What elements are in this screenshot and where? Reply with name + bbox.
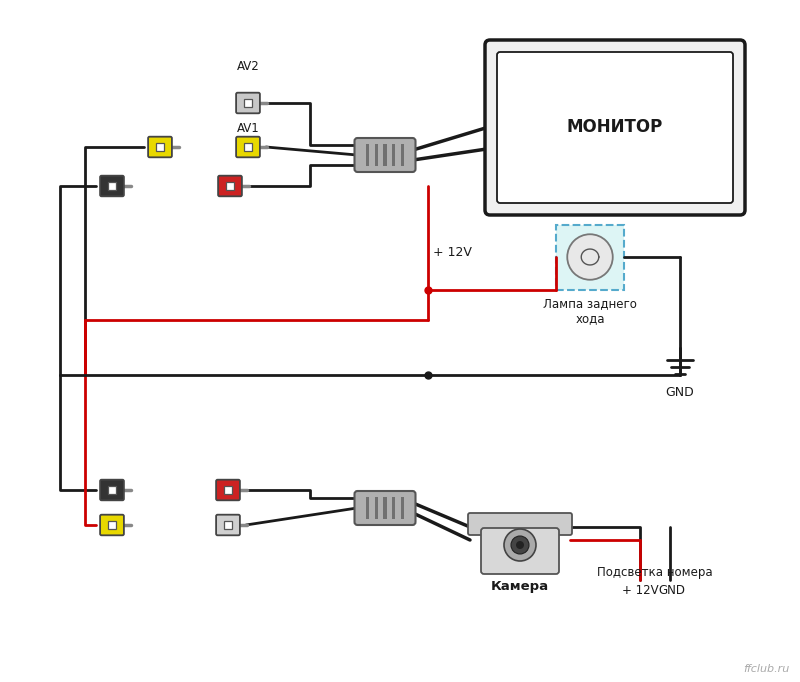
Text: AV2: AV2 — [237, 60, 259, 73]
Text: Подсветка номера: Подсветка номера — [597, 566, 713, 579]
FancyBboxPatch shape — [481, 528, 559, 574]
Bar — [109, 182, 116, 190]
FancyBboxPatch shape — [497, 52, 733, 203]
Text: + 12V: + 12V — [433, 246, 472, 259]
FancyBboxPatch shape — [100, 515, 124, 535]
Bar — [374, 145, 378, 166]
Circle shape — [516, 541, 524, 549]
Bar — [109, 522, 116, 529]
FancyBboxPatch shape — [216, 515, 240, 535]
Bar — [224, 486, 232, 494]
Bar — [374, 497, 378, 518]
Text: GND: GND — [658, 584, 686, 597]
FancyBboxPatch shape — [354, 138, 415, 172]
Circle shape — [511, 536, 529, 554]
Bar — [109, 486, 116, 494]
FancyBboxPatch shape — [236, 93, 260, 113]
FancyBboxPatch shape — [100, 479, 124, 501]
Text: Камера: Камера — [491, 580, 549, 593]
FancyBboxPatch shape — [148, 136, 172, 158]
Bar — [383, 497, 386, 518]
Bar — [157, 143, 163, 151]
Bar — [366, 145, 369, 166]
FancyBboxPatch shape — [485, 40, 745, 215]
Bar — [245, 143, 251, 151]
FancyBboxPatch shape — [468, 513, 572, 535]
Text: + 12V: + 12V — [622, 584, 658, 597]
Circle shape — [504, 529, 536, 561]
Bar — [366, 497, 369, 518]
Bar — [224, 522, 232, 529]
Bar — [401, 145, 404, 166]
Bar — [245, 100, 251, 106]
Bar — [226, 182, 234, 190]
Text: МОНИТОР: МОНИТОР — [567, 119, 663, 136]
Bar — [401, 497, 404, 518]
Bar — [392, 497, 395, 518]
Text: ffclub.ru: ffclub.ru — [744, 664, 790, 674]
FancyBboxPatch shape — [236, 136, 260, 158]
FancyBboxPatch shape — [100, 176, 124, 196]
Circle shape — [567, 234, 613, 280]
Bar — [383, 145, 386, 166]
FancyBboxPatch shape — [556, 224, 624, 289]
FancyBboxPatch shape — [354, 491, 415, 525]
Bar — [392, 145, 395, 166]
FancyBboxPatch shape — [218, 176, 242, 196]
Text: GND: GND — [666, 386, 694, 399]
Text: Лампа заднего
хода: Лампа заднего хода — [543, 297, 637, 325]
Text: AV1: AV1 — [237, 122, 259, 135]
FancyBboxPatch shape — [216, 479, 240, 501]
